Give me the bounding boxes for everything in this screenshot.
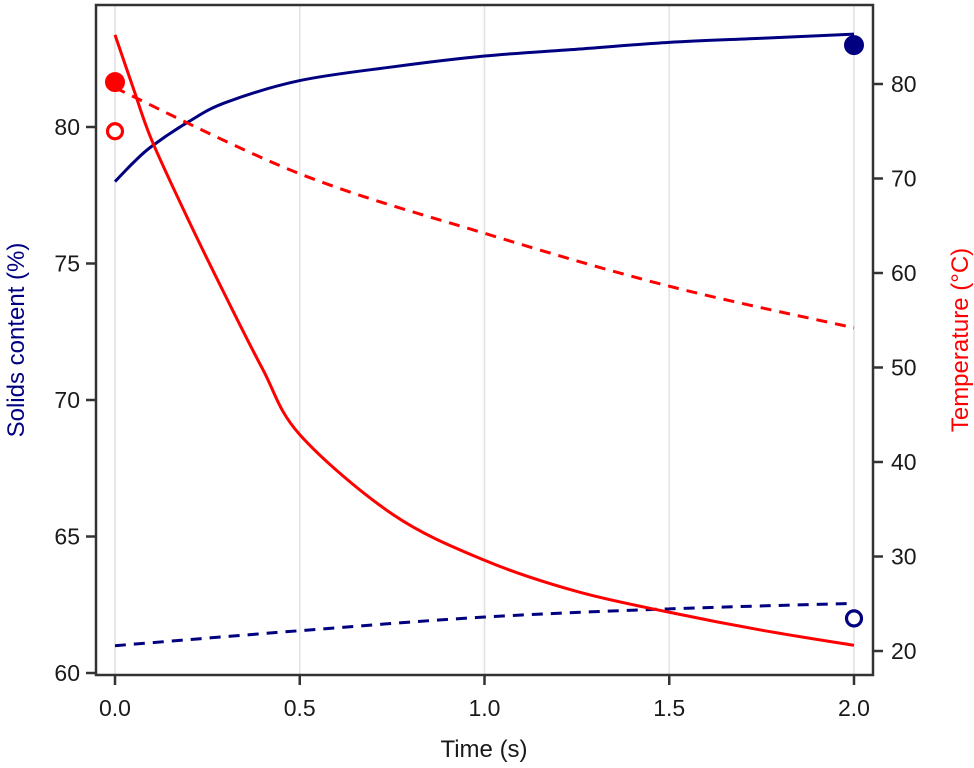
x-tick-label: 0.5 [284,695,316,721]
right-tick-label: 40 [891,449,917,475]
solids-filled-marker [844,35,864,56]
x-axis-ticks: 0.0 0.5 1.0 1.5 2.0 [99,675,870,721]
right-tick-label: 50 [891,355,917,381]
temperature-solid-line [113,34,855,647]
right-y-axis-ticks: 20 30 40 50 60 70 80 [873,71,917,664]
left-y-axis-title: Solids content (%) [3,243,30,438]
temperature-dashed-line [114,86,855,330]
left-tick-label: 80 [54,114,80,140]
right-tick-label: 20 [891,638,917,664]
solids-solid-line [113,32,855,183]
left-y-axis-ticks: 60 65 70 75 80 [54,114,96,686]
x-axis-title: Time (s) [440,736,527,763]
left-tick-label: 70 [54,387,80,413]
temperature-open-marker [105,122,125,141]
vertical-gridlines [114,6,855,674]
right-tick-label: 70 [891,166,917,192]
right-tick-label: 30 [891,544,917,570]
right-tick-label: 60 [891,260,917,286]
left-tick-label: 60 [54,660,80,686]
x-tick-label: 0.0 [99,695,131,721]
left-tick-label: 75 [54,251,80,277]
right-tick-label: 80 [891,71,917,97]
temperature-filled-marker [105,72,125,93]
series-layer [113,32,855,648]
x-tick-label: 1.0 [469,695,501,721]
solids-open-marker [844,609,864,628]
left-tick-label: 65 [54,524,80,550]
marker-layer [105,35,864,628]
right-y-axis-title: Temperature (°C) [947,248,974,432]
x-tick-label: 1.5 [653,695,685,721]
x-tick-label: 2.0 [838,695,870,721]
solids-dashed-line [114,601,855,648]
